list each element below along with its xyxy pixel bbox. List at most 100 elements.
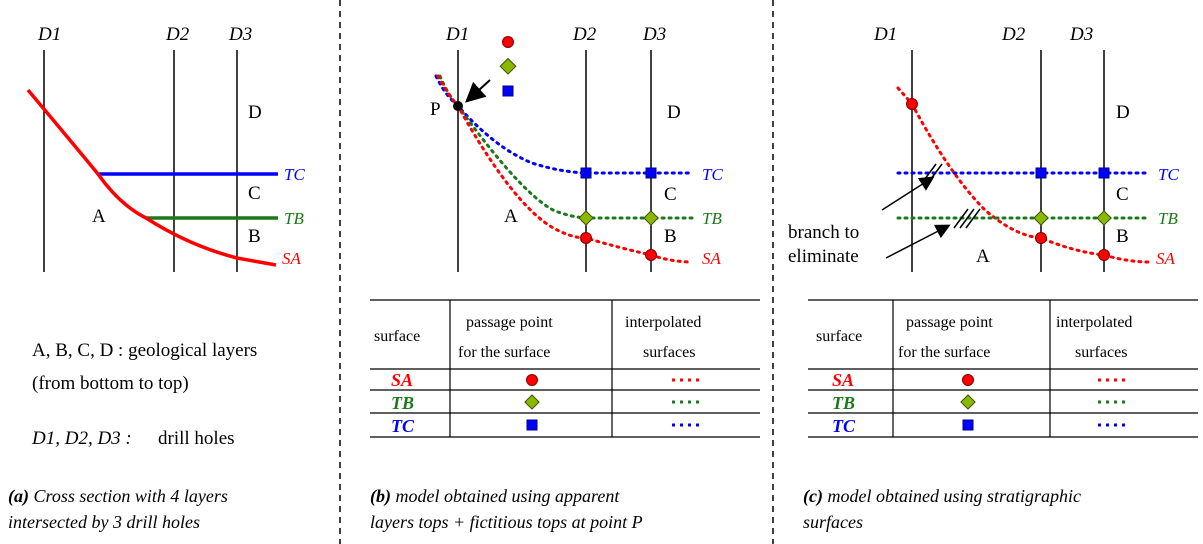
marker-diamond-legend	[499, 57, 517, 75]
surface-sa-dotted-c	[896, 86, 1152, 264]
hole-label-d3: D3	[228, 24, 252, 45]
table-b-header-interp2: surfaces	[643, 344, 695, 361]
table-c: surface passage point for the surface in…	[808, 299, 1198, 438]
marker-square-d2-c	[1035, 167, 1047, 179]
table-b-header-interp1: interpolated	[625, 314, 701, 331]
marker-diamond-d2	[578, 210, 594, 226]
surface-sa-label-c: SA	[1156, 249, 1176, 268]
hole-label-d2-b: D2	[572, 24, 597, 45]
caption-c-text: model obtained using stratigraphic	[827, 486, 1081, 506]
caption-c-line2: surfaces	[803, 512, 863, 532]
hole-label-d3-c: D3	[1069, 24, 1093, 45]
caption-b-tag: (b)	[370, 486, 391, 507]
table-c-row-tb: TB	[832, 393, 855, 413]
hole-label-d2-c: D2	[1001, 24, 1026, 45]
table-c-header-interp2: surfaces	[1075, 344, 1127, 361]
legend-holes-desc: drill holes	[158, 428, 235, 449]
branch-label-line1: branch to	[788, 222, 859, 243]
table-c-circle-icon	[962, 374, 974, 386]
surface-tb-label-b: TB	[702, 209, 722, 228]
eliminate-tick-tb-1	[953, 208, 969, 229]
marker-square-d3	[645, 167, 657, 179]
surface-tc-label-c: TC	[1158, 165, 1179, 184]
caption-a-line2: intersected by 3 drill holes	[8, 512, 200, 532]
marker-circle-legend	[502, 36, 514, 48]
layer-d-label-b: D	[667, 102, 681, 123]
layer-b-label: B	[248, 226, 261, 247]
table-b: surface passage point for the surface in…	[370, 299, 760, 438]
table-b-row-tc: TC	[391, 416, 415, 436]
pointer-arrow	[465, 79, 491, 103]
layer-c-label: C	[248, 183, 261, 204]
marker-diamond-d2-c	[1033, 210, 1049, 226]
surface-sa-curve	[26, 88, 277, 267]
panel-a: D1 D2 D3 D C B A TC TB SA A, B, C, D : g…	[8, 24, 305, 532]
surface-tc-label: TC	[284, 165, 305, 184]
caption-c-line1: (c) model obtained using stratigraphic	[803, 486, 1081, 507]
table-c-square-icon	[962, 419, 974, 431]
hole-label-d1: D1	[37, 24, 61, 45]
layer-d-label-c: D	[1116, 102, 1130, 123]
surface-tc-label-b: TC	[702, 165, 723, 184]
table-c-row-tc: TC	[832, 416, 856, 436]
table-b-header-surface: surface	[374, 328, 420, 345]
layer-b-label-c: B	[1116, 226, 1129, 247]
panel-c: D1 D2 D3 branch to eliminate D C B A TC …	[788, 24, 1198, 532]
marker-circle-d2	[580, 232, 592, 244]
table-b-diamond-icon	[524, 394, 540, 410]
legend-layers: A, B, C, D : geological layers	[32, 340, 257, 361]
caption-a-line1: (a) Cross section with 4 layers	[8, 486, 228, 507]
table-c-row-sa: SA	[832, 370, 854, 390]
marker-diamond-d3	[643, 210, 659, 226]
layer-a-label: A	[92, 206, 106, 227]
point-p-marker	[453, 101, 463, 111]
caption-c-tag: (c)	[803, 486, 823, 507]
hole-label-d2: D2	[165, 24, 190, 45]
hole-label-d3-b: D3	[642, 24, 666, 45]
table-c-header-passage2: for the surface	[898, 344, 990, 361]
marker-square-d2	[580, 167, 592, 179]
hole-label-d1-c: D1	[873, 24, 897, 45]
table-b-header-passage1: passage point	[466, 314, 553, 331]
branch-label-line2: eliminate	[788, 246, 859, 267]
table-b-row-sa: SA	[391, 370, 413, 390]
surface-tb-dotted	[438, 74, 694, 220]
legend-holes-names: D1, D2, D3 :	[31, 428, 132, 449]
panel-b: D1 D2 D3 P D C B A TC TB SA	[370, 24, 760, 532]
marker-square-d3-c	[1098, 167, 1110, 179]
table-c-diamond-icon	[960, 394, 976, 410]
surface-tb-label: TB	[284, 209, 304, 228]
caption-b-line1: (b) model obtained using apparent	[370, 486, 620, 507]
eliminate-tick-tb-2	[959, 208, 975, 229]
branch-arrow-1	[881, 176, 935, 211]
layer-c-label-b: C	[664, 184, 677, 205]
table-b-header-passage2: for the surface	[458, 344, 550, 361]
table-b-square-icon	[526, 419, 538, 431]
table-b-row-tb: TB	[391, 393, 414, 413]
layer-a-label-c: A	[976, 246, 990, 267]
hole-label-d1-b: D1	[445, 24, 469, 45]
marker-circle-d3-c	[1098, 249, 1110, 261]
caption-b-text: model obtained using apparent	[396, 486, 621, 506]
layer-b-label-b: B	[664, 226, 677, 247]
marker-square-legend	[502, 85, 514, 97]
marker-circle-d3	[645, 249, 657, 261]
surface-tc-dotted	[434, 74, 694, 175]
branch-arrow-2	[885, 224, 951, 259]
table-b-circle-icon	[526, 374, 538, 386]
caption-a-tag: (a)	[8, 486, 29, 507]
layer-c-label-c: C	[1116, 184, 1129, 205]
eliminate-tick-tb-3	[965, 208, 981, 229]
marker-circle-d1-c	[906, 98, 918, 110]
caption-a-text: Cross section with 4 layers	[34, 486, 228, 506]
caption-b-line2: layers tops + fictitious tops at point P	[370, 512, 643, 532]
table-c-header-surface: surface	[816, 328, 862, 345]
table-c-header-interp1: interpolated	[1056, 314, 1132, 331]
layer-a-label-b: A	[504, 206, 518, 227]
surface-sa-label: SA	[282, 249, 302, 268]
surface-tb-label-c: TB	[1158, 209, 1178, 228]
table-c-header-passage1: passage point	[906, 314, 993, 331]
marker-circle-d2-c	[1035, 232, 1047, 244]
point-p-label: P	[430, 99, 441, 120]
